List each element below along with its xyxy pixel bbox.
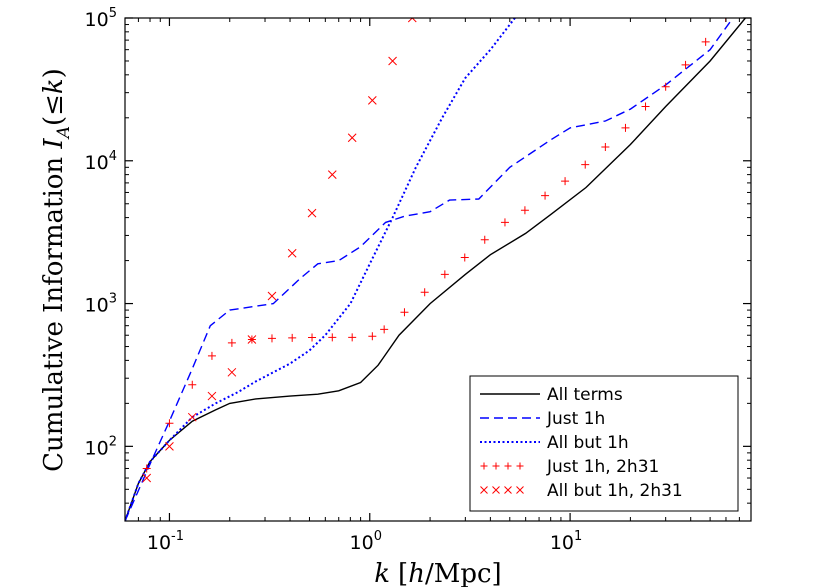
just-1h-2h31-marker — [460, 253, 469, 262]
x-tick-label: 101 — [550, 529, 582, 554]
all-but-1h-2h31-marker — [247, 335, 257, 344]
legend-marker — [516, 486, 524, 494]
y-tick-label: 104 — [85, 149, 117, 174]
just-1h-2h31-marker — [308, 333, 317, 342]
legend-sample-just-1h-2h31 — [480, 462, 524, 470]
legend-marker — [492, 486, 500, 494]
legend-label-just-1h-2h31: Just 1h, 2h31 — [546, 457, 659, 477]
just-1h-2h31-marker — [621, 123, 630, 132]
legend: All terms Just 1h All but 1h Just 1h, 2h31 A… — [469, 375, 739, 512]
all-but-1h-2h31-marker — [142, 473, 152, 483]
all-but-1h-2h31-marker — [207, 391, 217, 401]
legend-marker — [504, 486, 512, 494]
x-tick-label: 10-1 — [147, 529, 184, 554]
all-but-1h-2h31-marker — [347, 133, 357, 143]
legend-marker — [504, 462, 512, 470]
series-just-1h-2h31 — [142, 18, 730, 473]
y-tick-label: 105 — [85, 6, 117, 31]
just-1h-2h31-marker — [400, 308, 409, 317]
series-all-but-1h-line — [125, 18, 516, 521]
series-layer — [125, 18, 746, 521]
legend-marker — [480, 462, 488, 470]
y-tick-label: 103 — [85, 292, 117, 317]
just-1h-2h31-marker — [601, 142, 610, 151]
plot-frame — [124, 17, 752, 522]
legend-marker — [492, 462, 500, 470]
legend-label-all-terms: All terms — [547, 385, 623, 405]
just-1h-2h31-marker — [227, 338, 236, 347]
legend-box — [469, 375, 739, 512]
just-1h-2h31-marker — [581, 160, 590, 169]
just-1h-2h31-marker — [500, 218, 509, 227]
all-but-1h-2h31-marker — [287, 248, 297, 258]
just-1h-2h31-marker — [661, 82, 670, 91]
just-1h-2h31-marker — [288, 333, 297, 342]
just-1h-2h31-marker — [541, 191, 550, 200]
legend-marker — [480, 486, 488, 494]
legend-sample-all-but-1h-2h31 — [480, 486, 524, 494]
just-1h-2h31-marker — [440, 270, 449, 279]
just-1h-2h31-marker — [520, 206, 529, 215]
legend-marker — [516, 462, 524, 470]
just-1h-2h31-marker — [328, 333, 337, 342]
just-1h-2h31-marker — [380, 325, 389, 334]
series-all-but-1h-2h31 — [142, 18, 417, 483]
x-tick-label: 100 — [350, 529, 382, 554]
x-axis-label: k [h/Mpc] — [374, 559, 501, 587]
y-axis-label: Cumulative Information IA(≤k) — [39, 68, 74, 472]
just-1h-2h31-marker — [561, 177, 570, 186]
legend-label-all-but-1h-2h31: All but 1h, 2h31 — [547, 481, 683, 501]
all-but-1h-2h31-marker — [407, 18, 417, 23]
just-1h-2h31-marker — [480, 235, 489, 244]
just-1h-2h31-marker — [701, 37, 710, 46]
all-but-1h-2h31-marker — [165, 441, 174, 451]
legend-label-all-but-1h: All but 1h — [547, 433, 629, 453]
all-but-1h-2h31-marker — [227, 367, 237, 377]
series-just-1h-line — [125, 18, 734, 521]
ticks-layer: 10-1 100 101 102 103 104 105 — [85, 6, 751, 554]
just-1h-2h31-marker — [420, 288, 429, 297]
all-but-1h-2h31-marker — [187, 412, 197, 422]
just-1h-2h31-marker — [641, 102, 650, 111]
all-but-1h-2h31-marker — [307, 208, 317, 218]
all-but-1h-2h31-marker — [388, 56, 397, 66]
just-1h-2h31-marker — [348, 333, 357, 342]
all-but-1h-2h31-marker — [267, 291, 277, 301]
just-1h-2h31-marker — [368, 332, 377, 341]
just-1h-2h31-marker — [207, 351, 216, 360]
just-1h-2h31-marker — [142, 464, 151, 473]
just-1h-2h31-marker — [681, 60, 690, 69]
just-1h-2h31-marker — [165, 419, 174, 428]
legend-label-just-1h: Just 1h — [546, 409, 605, 429]
series-all-terms-line — [125, 18, 746, 521]
y-tick-label: 102 — [85, 434, 117, 459]
just-1h-2h31-marker — [267, 334, 276, 343]
all-but-1h-2h31-marker — [367, 95, 377, 105]
just-1h-2h31-marker — [188, 380, 197, 389]
all-but-1h-2h31-marker — [327, 170, 337, 179]
